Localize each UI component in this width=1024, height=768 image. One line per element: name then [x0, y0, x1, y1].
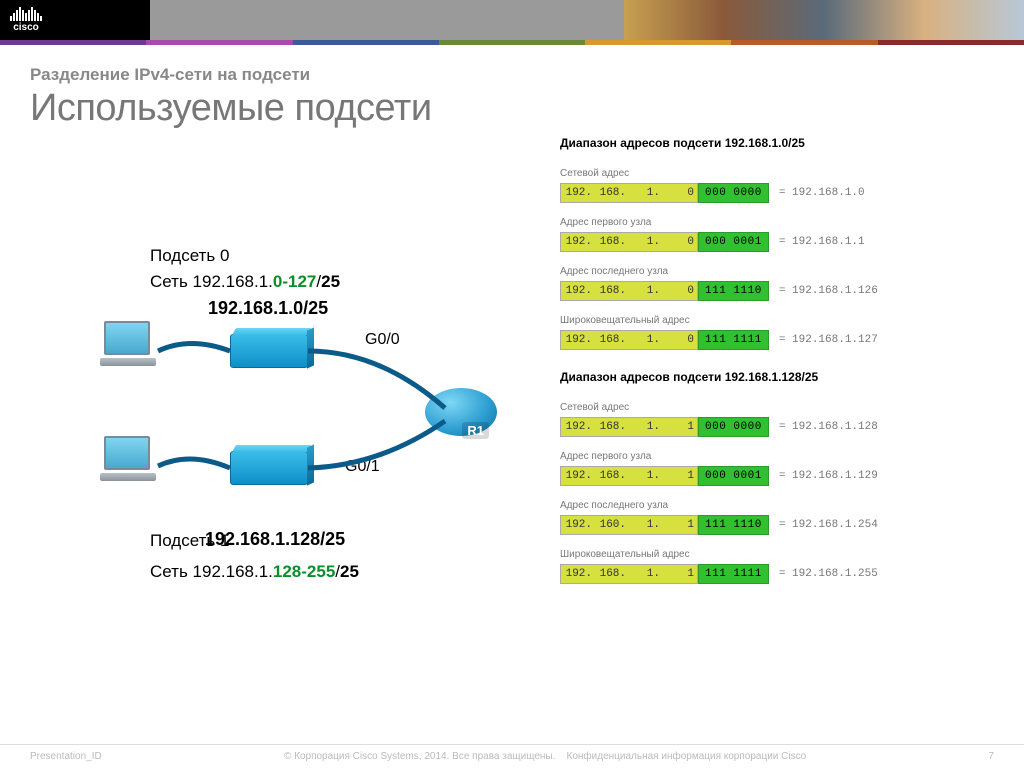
address-block: Адрес последнего узла 192.168.1.0111 1110… [560, 266, 994, 301]
octets-cell: 192.168.1.0 [560, 232, 698, 252]
octets-cell: 192.168.1.0 [560, 330, 698, 350]
subnet0-label: Подсеть 0 [150, 246, 229, 266]
bot-network: 192.168.1.128/25 [205, 529, 345, 550]
binary-cell: 000 0000 [698, 417, 769, 437]
pc-icon [100, 321, 158, 371]
interface-g01: G0/1 [345, 458, 380, 476]
pc-icon [100, 436, 158, 486]
address-block: Адрес последнего узла 192.160.1.1111 1110… [560, 500, 994, 535]
address-row: 192.168.1.0111 1111= 192.168.1.127 [560, 330, 994, 350]
subtitle: Разделение IPv4-сети на подсети [30, 65, 994, 85]
binary-cell: 000 0001 [698, 232, 769, 252]
footer-center: © Корпорация Cisco Systems, 2014. Все пр… [284, 751, 806, 762]
address-label: Адрес первого узла [560, 217, 994, 228]
table2-rows: Сетевой адрес192.168.1.1000 0000= 192.16… [560, 402, 994, 584]
footer-copyright: © Корпорация Cisco Systems, 2014. Все пр… [284, 751, 555, 762]
address-block: Широковещательный адрес 192.168.1.0111 11… [560, 315, 994, 350]
address-row: 192.168.1.1000 0001= 192.168.1.129 [560, 466, 994, 486]
logo-area: cisco [0, 0, 150, 40]
octets-cell: 192.168.1.0 [560, 183, 698, 203]
binary-cell: 000 0000 [698, 183, 769, 203]
top-image-strip [624, 0, 1024, 40]
address-label: Адрес последнего узла [560, 266, 994, 277]
interface-g00: G0/0 [365, 331, 400, 349]
result-cell: = 192.168.1.1 [769, 236, 865, 248]
address-row: 192.168.1.0111 1110= 192.168.1.126 [560, 281, 994, 301]
switch-icon [230, 451, 308, 485]
octets-cell: 192.168.1.1 [560, 417, 698, 437]
result-cell: = 192.168.1.254 [769, 519, 878, 531]
address-label: Адрес последнего узла [560, 500, 994, 511]
top-gray [150, 0, 624, 40]
subnet0-mask: 25 [321, 272, 340, 291]
subnet0-range: 0-127 [273, 272, 316, 291]
range1-title: Диапазон адресов подсети 192.168.1.0/25 [560, 136, 994, 150]
range2-title: Диапазон адресов подсети 192.168.1.128/2… [560, 370, 994, 384]
address-row: 192.160.1.1111 1110= 192.168.1.254 [560, 515, 994, 535]
address-label: Сетевой адрес [560, 402, 994, 413]
router-icon [425, 388, 497, 436]
table1-rows: Сетевой адрес192.168.1.0000 0000= 192.16… [560, 168, 994, 350]
switch-icon [230, 334, 308, 368]
result-cell: = 192.168.1.126 [769, 285, 878, 297]
result-cell: = 192.168.1.129 [769, 470, 878, 482]
address-block: Адрес первого узла 192.168.1.1000 0001= 1… [560, 451, 994, 486]
address-row: 192.168.1.0000 0001= 192.168.1.1 [560, 232, 994, 252]
address-block: Широковещательный адрес 192.168.1.1111 11… [560, 549, 994, 584]
content: Разделение IPv4-сети на подсети Использу… [0, 45, 1024, 616]
network-diagram: Подсеть 0 Сеть 192.168.1.0-127/25 192.16… [30, 136, 550, 616]
subnet0-prefix: Сеть 192.168.1. [150, 272, 273, 291]
octets-cell: 192.168.1.1 [560, 466, 698, 486]
binary-cell: 111 1110 [698, 515, 769, 535]
result-cell: = 192.168.1.0 [769, 187, 865, 199]
subnet1-mask: 25 [340, 562, 359, 581]
main-area: Подсеть 0 Сеть 192.168.1.0-127/25 192.16… [30, 136, 994, 616]
binary-cell: 000 0001 [698, 466, 769, 486]
octets-cell: 192.168.1.0 [560, 281, 698, 301]
address-tables: Диапазон адресов подсети 192.168.1.0/25 … [550, 136, 994, 616]
address-block: Сетевой адрес 192.168.1.0000 0000= 192.16… [560, 168, 994, 203]
address-label: Сетевой адрес [560, 168, 994, 179]
result-cell: = 192.168.1.128 [769, 421, 878, 433]
subnet0-network: Сеть 192.168.1.0-127/25 [150, 272, 340, 292]
address-row: 192.168.1.0000 0000= 192.168.1.0 [560, 183, 994, 203]
binary-cell: 111 1111 [698, 330, 769, 350]
footer-conf: Конфиденциальная информация корпорации C… [567, 751, 807, 762]
subnet1-prefix: Сеть 192.168.1. [150, 562, 273, 581]
address-row: 192.168.1.1111 1111= 192.168.1.255 [560, 564, 994, 584]
footer: Presentation_ID © Корпорация Cisco Syste… [0, 744, 1024, 762]
brand-text: cisco [13, 23, 39, 33]
footer-page: 7 [988, 751, 994, 762]
top-bar: cisco [0, 0, 1024, 40]
address-label: Широковещательный адрес [560, 549, 994, 560]
footer-left: Presentation_ID [30, 751, 102, 762]
result-cell: = 192.168.1.127 [769, 334, 878, 346]
binary-cell: 111 1110 [698, 281, 769, 301]
octets-cell: 192.160.1.1 [560, 515, 698, 535]
address-block: Сетевой адрес 192.168.1.1000 0000= 192.16… [560, 402, 994, 437]
top-network: 192.168.1.0/25 [208, 298, 328, 319]
address-label: Широковещательный адрес [560, 315, 994, 326]
address-row: 192.168.1.1000 0000= 192.168.1.128 [560, 417, 994, 437]
cisco-logo: cisco [10, 7, 42, 33]
subnet1-range: 128-255 [273, 562, 335, 581]
address-label: Адрес первого узла [560, 451, 994, 462]
binary-cell: 111 1111 [698, 564, 769, 584]
subnet1-network: Сеть 192.168.1.128-255/25 [150, 562, 359, 582]
result-cell: = 192.168.1.255 [769, 568, 878, 580]
octets-cell: 192.168.1.1 [560, 564, 698, 584]
page-title: Используемые подсети [30, 87, 994, 130]
address-block: Адрес первого узла 192.168.1.0000 0001= 1… [560, 217, 994, 252]
